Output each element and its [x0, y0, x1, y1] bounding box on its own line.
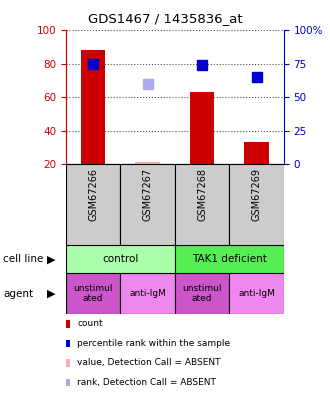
Bar	[120, 164, 175, 245]
Text: GDS1467 / 1435836_at: GDS1467 / 1435836_at	[88, 12, 242, 25]
Bar	[66, 245, 175, 273]
Text: TAK1 deficient: TAK1 deficient	[192, 254, 267, 264]
Text: anti-IgM: anti-IgM	[129, 289, 166, 298]
Bar	[229, 273, 284, 314]
Bar	[190, 92, 214, 164]
Text: GSM67267: GSM67267	[143, 168, 153, 221]
Text: count: count	[77, 320, 103, 328]
Text: control: control	[102, 254, 139, 264]
Bar	[175, 245, 284, 273]
Bar	[81, 50, 106, 164]
Bar	[175, 164, 229, 245]
Text: GSM67268: GSM67268	[197, 168, 207, 221]
Bar	[66, 273, 120, 314]
Text: GSM67266: GSM67266	[88, 168, 98, 221]
Bar	[244, 142, 269, 164]
Text: ▶: ▶	[47, 289, 55, 298]
Text: GSM67269: GSM67269	[251, 168, 262, 221]
Bar	[135, 162, 160, 164]
Text: value, Detection Call = ABSENT: value, Detection Call = ABSENT	[77, 358, 220, 367]
Text: anti-IgM: anti-IgM	[238, 289, 275, 298]
Text: unstimul
ated: unstimul ated	[182, 284, 222, 303]
Text: cell line: cell line	[3, 254, 44, 264]
Text: percentile rank within the sample: percentile rank within the sample	[77, 339, 230, 348]
Text: rank, Detection Call = ABSENT: rank, Detection Call = ABSENT	[77, 378, 216, 387]
Bar	[175, 273, 229, 314]
Bar	[66, 164, 120, 245]
Bar	[120, 273, 175, 314]
Text: ▶: ▶	[47, 254, 55, 264]
Bar	[229, 164, 284, 245]
Text: unstimul
ated: unstimul ated	[74, 284, 113, 303]
Text: agent: agent	[3, 289, 33, 298]
